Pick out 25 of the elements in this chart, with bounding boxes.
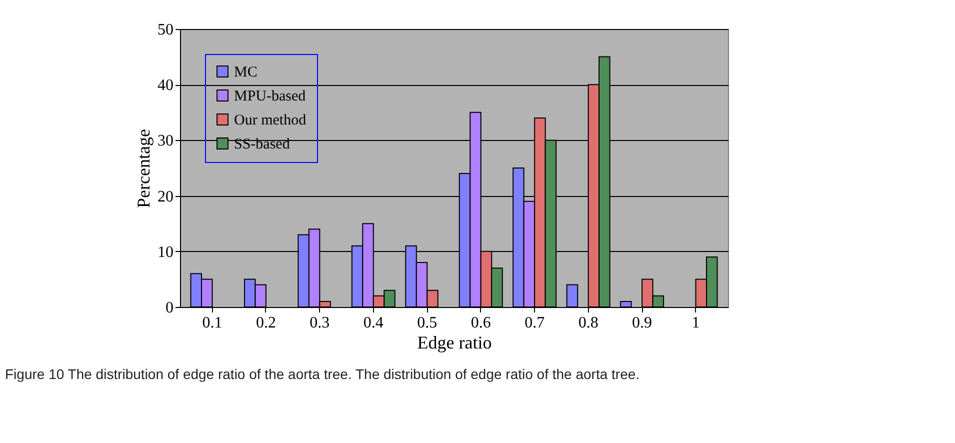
legend-label: MPU-based	[234, 88, 306, 104]
x-tick-label: 0.4	[363, 314, 384, 332]
y-tick-label: 0	[166, 300, 174, 316]
x-tick-label: 0.3	[310, 314, 330, 332]
caption: Figure 10 The distribution of edge ratio of the aorta tree. The distribution of edge ratio of the aorta tree.	[5, 366, 640, 382]
y-tick-label: 10	[158, 244, 174, 261]
y-tick-label: 50	[158, 22, 174, 38]
x-tick-label: 0.8	[578, 314, 598, 332]
x-tick-label: 0.2	[256, 314, 276, 332]
y-tick-label: 30	[158, 132, 174, 150]
y-axis-title: Percentage	[134, 129, 154, 208]
x-tick-label: 0.5	[417, 314, 438, 332]
y-tick-label: 40	[158, 77, 174, 94]
x-tick-label: 0.1	[202, 314, 222, 332]
legend-label: Our method	[234, 112, 307, 128]
x-tick-label: 1	[692, 314, 700, 332]
x-tick-label: 0.9	[632, 314, 652, 332]
legend-label: MC	[234, 64, 258, 80]
legend-label: SS-based	[234, 136, 290, 152]
x-axis-title: Edge ratio	[417, 332, 492, 352]
bar	[566, 284, 578, 308]
y-tick-label: 20	[158, 188, 174, 206]
x-tick-label: 0.6	[470, 314, 491, 332]
x-tick-label: 0.7	[524, 314, 545, 332]
bar	[620, 300, 632, 308]
